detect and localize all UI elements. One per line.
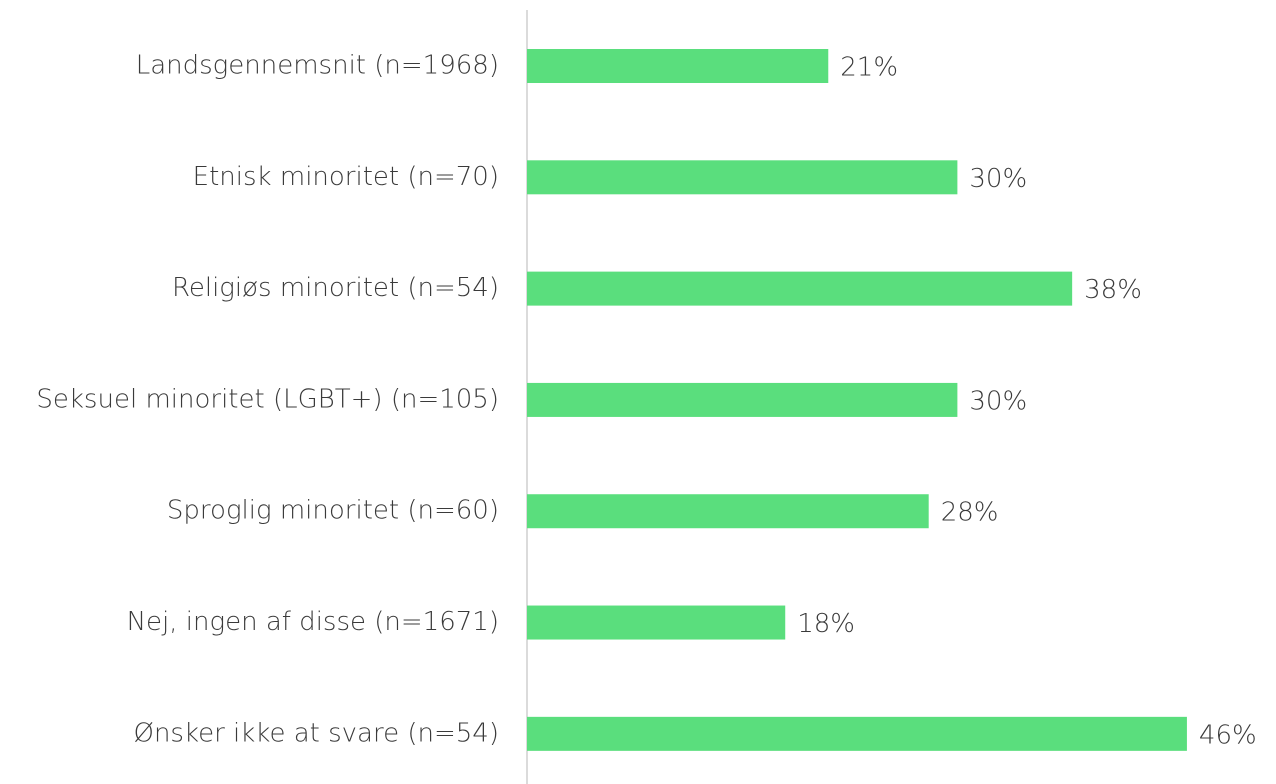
value-label: 28% <box>941 498 999 528</box>
bar <box>527 494 929 529</box>
category-label: Seksuel minoritet (LGBT+) (n=105) <box>36 384 499 414</box>
value-label: 46% <box>1199 720 1257 750</box>
value-label: 30% <box>969 386 1027 416</box>
value-label: 21% <box>840 53 898 83</box>
value-label: 18% <box>797 609 855 639</box>
value-label: 30% <box>969 164 1027 194</box>
category-label: Sproglig minoritet (n=60) <box>167 496 499 526</box>
value-label: 38% <box>1084 275 1142 305</box>
bar <box>527 382 958 417</box>
bar <box>527 49 829 84</box>
bar <box>527 160 958 195</box>
bar <box>527 716 1187 751</box>
category-label: Landsgennemsnit (n=1968) <box>136 51 499 81</box>
bar <box>527 605 786 640</box>
category-label: Nej, ingen af disse (n=1671) <box>127 607 499 637</box>
category-label: Etnisk minoritet (n=70) <box>193 162 499 192</box>
category-label: Religiøs minoritet (n=54) <box>172 273 499 303</box>
bar <box>527 271 1073 306</box>
category-label: Ønsker ikke at svare (n=54) <box>133 718 499 748</box>
